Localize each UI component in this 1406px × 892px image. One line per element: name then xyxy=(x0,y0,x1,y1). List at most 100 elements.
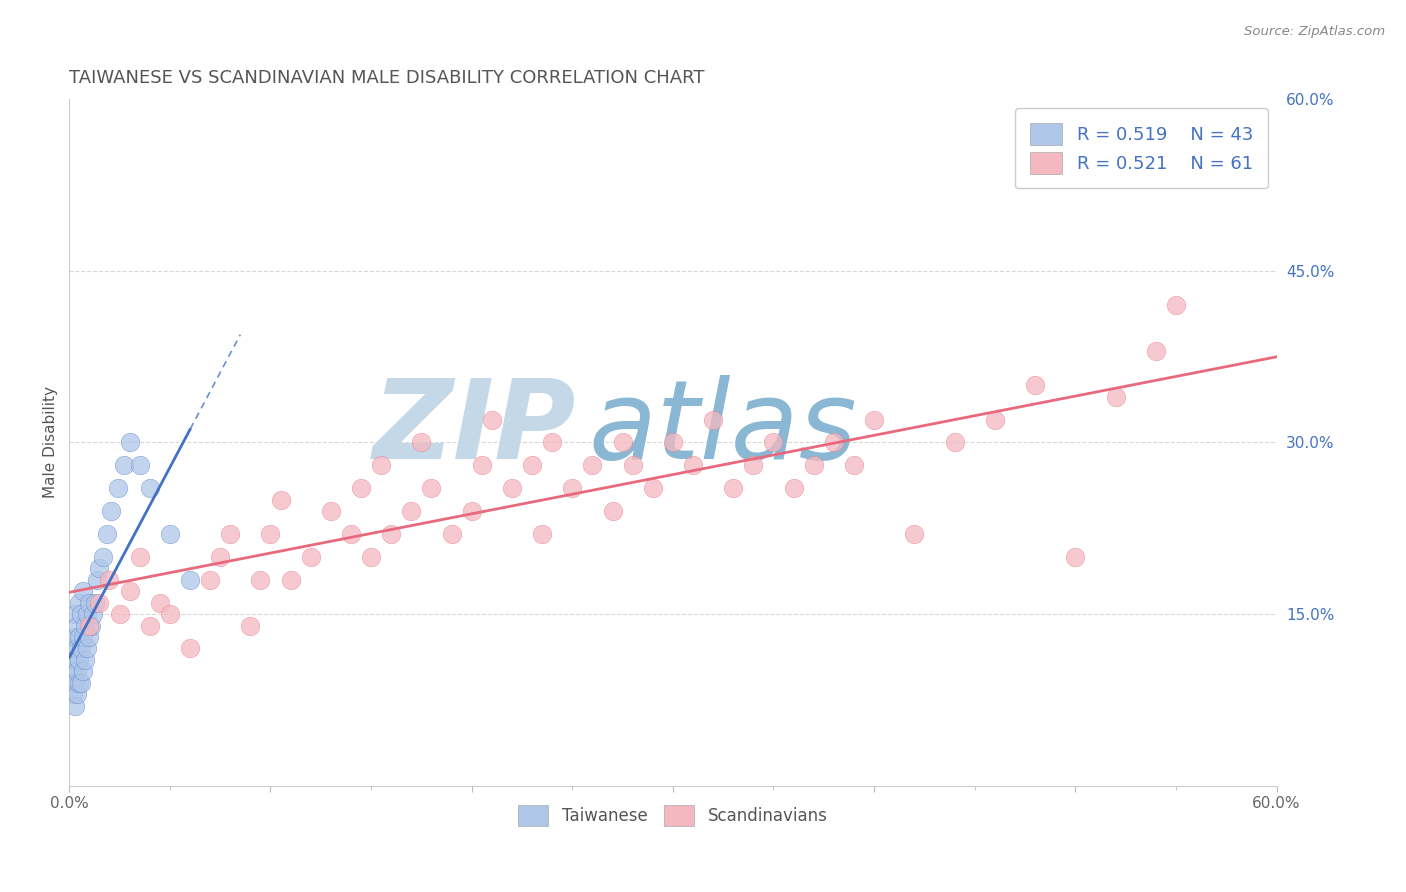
Point xyxy=(742,458,765,473)
Point xyxy=(561,481,583,495)
Point xyxy=(380,527,402,541)
Point xyxy=(350,481,373,495)
Point xyxy=(280,573,302,587)
Point xyxy=(62,687,84,701)
Text: ZIP: ZIP xyxy=(373,376,576,483)
Point xyxy=(93,549,115,564)
Point xyxy=(1064,549,1087,564)
Point xyxy=(239,618,262,632)
Point xyxy=(581,458,603,473)
Point xyxy=(118,435,141,450)
Point xyxy=(79,596,101,610)
Point xyxy=(72,630,94,644)
Point xyxy=(75,618,97,632)
Point xyxy=(70,607,93,621)
Point xyxy=(299,549,322,564)
Point xyxy=(1144,343,1167,358)
Point xyxy=(65,630,87,644)
Text: Source: ZipAtlas.com: Source: ZipAtlas.com xyxy=(1244,25,1385,38)
Point xyxy=(98,573,121,587)
Point xyxy=(86,573,108,587)
Point xyxy=(96,527,118,541)
Point xyxy=(863,412,886,426)
Point xyxy=(79,630,101,644)
Text: TAIWANESE VS SCANDINAVIAN MALE DISABILITY CORRELATION CHART: TAIWANESE VS SCANDINAVIAN MALE DISABILIT… xyxy=(69,69,704,87)
Point xyxy=(440,527,463,541)
Point xyxy=(209,549,232,564)
Point xyxy=(531,527,554,541)
Point xyxy=(520,458,543,473)
Point xyxy=(370,458,392,473)
Point xyxy=(723,481,745,495)
Point xyxy=(67,630,90,644)
Point xyxy=(75,653,97,667)
Point xyxy=(249,573,271,587)
Point xyxy=(62,665,84,679)
Y-axis label: Male Disability: Male Disability xyxy=(44,386,58,499)
Point xyxy=(118,584,141,599)
Point xyxy=(259,527,281,541)
Point xyxy=(76,641,98,656)
Point xyxy=(198,573,221,587)
Point xyxy=(65,675,87,690)
Point xyxy=(1164,298,1187,312)
Legend: Taiwanese, Scandinavians: Taiwanese, Scandinavians xyxy=(512,798,834,832)
Point xyxy=(319,504,342,518)
Point xyxy=(89,596,111,610)
Point xyxy=(682,458,704,473)
Point xyxy=(70,675,93,690)
Point xyxy=(702,412,724,426)
Point xyxy=(72,584,94,599)
Point xyxy=(612,435,634,450)
Point xyxy=(1024,378,1046,392)
Point xyxy=(541,435,564,450)
Point xyxy=(340,527,363,541)
Point xyxy=(149,596,172,610)
Point xyxy=(411,435,433,450)
Point xyxy=(602,504,624,518)
Point xyxy=(762,435,785,450)
Point xyxy=(782,481,804,495)
Point xyxy=(67,675,90,690)
Point xyxy=(984,412,1007,426)
Point xyxy=(100,504,122,518)
Point xyxy=(138,618,160,632)
Point xyxy=(79,618,101,632)
Point xyxy=(62,641,84,656)
Point xyxy=(179,573,201,587)
Point xyxy=(1104,390,1126,404)
Point xyxy=(270,492,292,507)
Point xyxy=(82,607,104,621)
Point xyxy=(66,641,89,656)
Point xyxy=(460,504,482,518)
Point xyxy=(501,481,523,495)
Point xyxy=(823,435,845,450)
Point xyxy=(84,596,107,610)
Point xyxy=(420,481,443,495)
Point xyxy=(903,527,925,541)
Point xyxy=(803,458,825,473)
Point xyxy=(112,458,135,473)
Point xyxy=(943,435,966,450)
Point xyxy=(481,412,503,426)
Point xyxy=(159,607,181,621)
Point xyxy=(219,527,242,541)
Point xyxy=(107,481,129,495)
Point xyxy=(66,618,89,632)
Point xyxy=(70,641,93,656)
Point xyxy=(65,698,87,713)
Point xyxy=(138,481,160,495)
Point xyxy=(76,607,98,621)
Point xyxy=(80,618,103,632)
Point xyxy=(179,641,201,656)
Point xyxy=(471,458,494,473)
Point xyxy=(128,458,150,473)
Point xyxy=(65,653,87,667)
Point xyxy=(108,607,131,621)
Point xyxy=(360,549,382,564)
Point xyxy=(89,561,111,575)
Point xyxy=(67,653,90,667)
Point xyxy=(66,665,89,679)
Point xyxy=(128,549,150,564)
Point xyxy=(662,435,685,450)
